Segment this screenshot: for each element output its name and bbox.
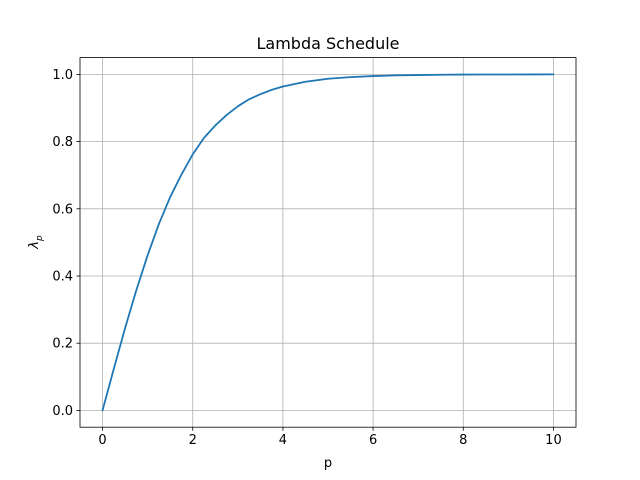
y-axis-label-symbol: λ <box>27 241 42 250</box>
y-axis-label-subscript: p <box>35 235 45 242</box>
y-tick-label: 0.8 <box>52 135 73 150</box>
x-axis-label: p <box>324 456 332 471</box>
x-tick-label: 2 <box>189 433 197 448</box>
grid <box>80 57 576 428</box>
series-line <box>101 73 555 412</box>
chart-title: Lambda Schedule <box>256 34 399 53</box>
axes-frame <box>79 57 577 428</box>
x-tick-label: 8 <box>459 433 467 448</box>
x-tick-label: 4 <box>279 433 287 448</box>
y-tick-label: 0.2 <box>52 337 73 352</box>
x-tick-label: 6 <box>369 433 377 448</box>
y-axis-ticks: 0.0 0.2 0.4 0.6 0.8 1.0 <box>52 68 80 419</box>
x-tick-label: 0 <box>98 433 106 448</box>
plot-lines <box>101 73 555 412</box>
x-axis-ticks: 0 2 4 6 8 10 <box>98 427 562 448</box>
y-tick-label: 0.6 <box>52 202 73 217</box>
y-tick-label: 1.0 <box>52 68 73 83</box>
y-tick-label: 0.0 <box>52 404 73 419</box>
x-tick-label: 10 <box>545 433 562 448</box>
y-axis-label: λp <box>27 235 45 250</box>
y-tick-label: 0.4 <box>52 270 73 285</box>
